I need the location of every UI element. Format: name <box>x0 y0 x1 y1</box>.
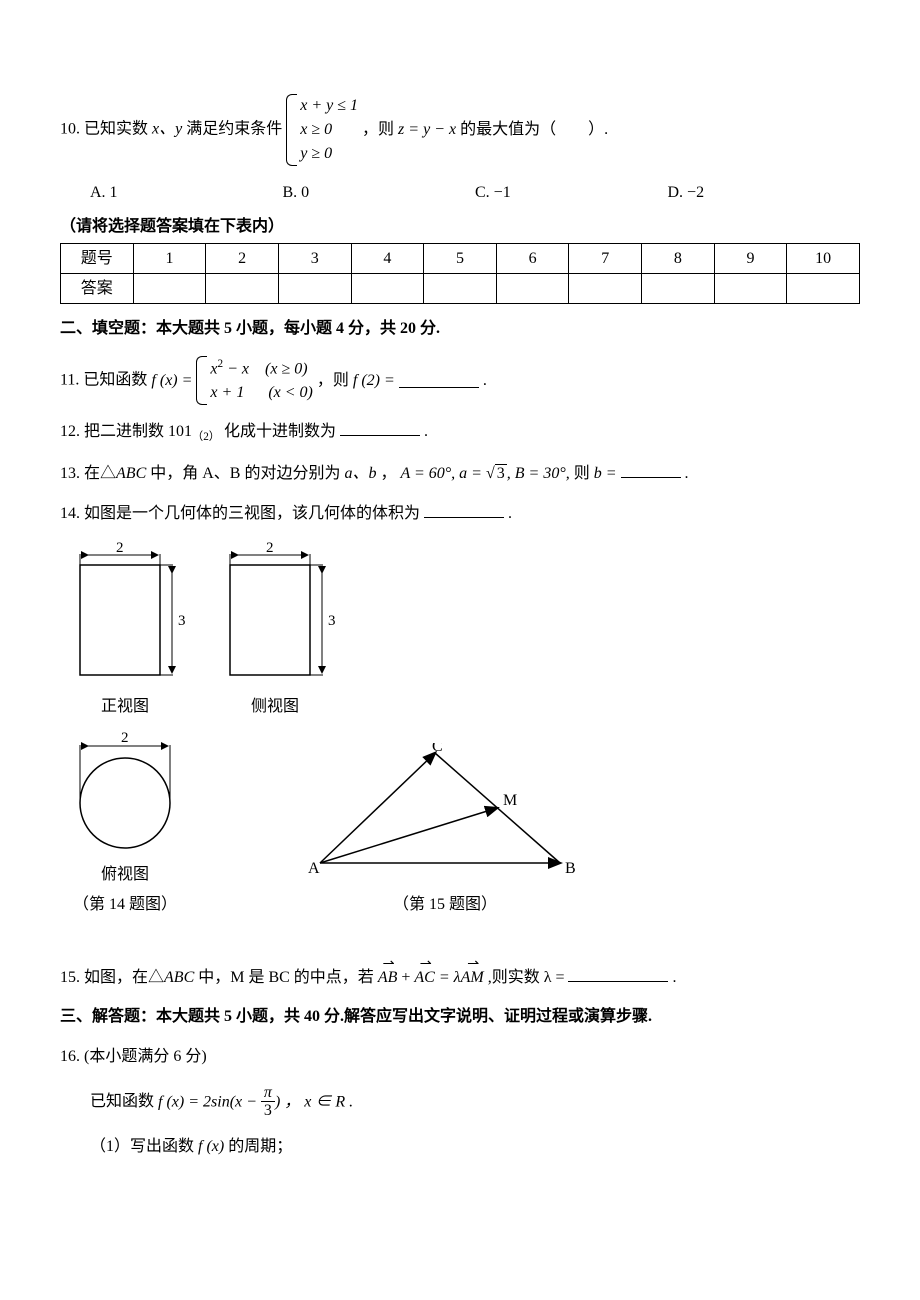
q16-part1: （1）写出函数 f (x) 的周期； <box>90 1134 860 1160</box>
triangle-svg: A B C M <box>300 743 590 888</box>
q14-blank[interactable] <box>424 502 504 518</box>
section-3-title: 三、解答题：本大题共 5 小题，共 40 分.解答应写出文字说明、证明过程或演算… <box>60 1004 860 1030</box>
front-view: 2 3 正视图 <box>60 540 190 720</box>
side-w-label: 2 <box>266 540 274 556</box>
svg-text:C: C <box>432 743 443 755</box>
q10-options: A. 1 B. 0 C. −1 D. −2 <box>90 180 860 206</box>
q13-blank[interactable] <box>621 462 681 478</box>
caption-15: （第 15 题图） <box>300 892 590 918</box>
question-13: 13. 在△ABC 中，角 A、B 的对边分别为 a、b ， A = 60°, … <box>60 461 860 487</box>
section-2-title: 二、填空题：本大题共 5 小题，每小题 4 分，共 20 分. <box>60 316 860 342</box>
side-view: 2 3 侧视图 <box>210 540 340 720</box>
top-view-svg: 2 <box>60 728 190 858</box>
q10-mid1: 满足约束条件 <box>186 121 282 138</box>
q15-num: 15. <box>60 969 80 986</box>
question-15: 15. 如图，在△ABC 中，M 是 BC 的中点，若 AB + AC = λA… <box>60 965 860 991</box>
caption-14: （第 14 题图） <box>60 892 190 918</box>
q10-pre: 已知实数 <box>84 121 148 138</box>
svg-text:B: B <box>565 860 576 877</box>
q10-eq: z = y − x <box>398 121 456 138</box>
q10-vars: x、y <box>152 121 182 138</box>
q11-blank[interactable] <box>399 372 479 388</box>
q11-num: 11. <box>60 371 79 388</box>
top-d-label: 2 <box>121 730 129 746</box>
views-row-1: 2 3 正视图 2 3 侧视图 <box>60 540 860 720</box>
svg-text:M: M <box>503 792 517 809</box>
q10-constraints: x + y ≤ 1 x ≥ 0 y ≥ 0 <box>286 94 358 166</box>
q12-num: 12. <box>60 423 80 440</box>
q11-piecewise: x2 − x (x ≥ 0) x + 1 (x < 0) <box>196 356 312 405</box>
q10-opt-b: B. 0 <box>283 180 476 206</box>
row-header: 答案 <box>61 274 134 304</box>
answer-note: （请将选择题答案填在下表内） <box>60 214 860 240</box>
top-view: 2 俯视图 <box>60 728 190 888</box>
question-16: 16. (本小题满分 6 分) <box>60 1044 860 1070</box>
front-w-label: 2 <box>116 540 124 556</box>
q10-opt-a: A. 1 <box>90 180 283 206</box>
triangle-group: A B C M （第 15 题图） <box>300 743 590 918</box>
q16-num: 16. <box>60 1048 80 1065</box>
q10-mid3: 的最大值为（ ）. <box>460 121 608 138</box>
front-h-label: 3 <box>178 613 186 629</box>
table-row: 答案 <box>61 274 860 304</box>
q14-num: 14. <box>60 505 80 522</box>
row-header: 题号 <box>61 244 134 274</box>
table-row: 题号 1 2 3 4 5 6 7 8 9 10 <box>61 244 860 274</box>
question-12: 12. 把二进制数 101（2） 化成十进制数为 . <box>60 419 860 447</box>
question-11: 11. 已知函数 f (x) = x2 − x (x ≥ 0) x + 1 (x… <box>60 356 860 405</box>
q10-num: 10. <box>60 121 80 138</box>
q15-blank[interactable] <box>568 966 668 982</box>
answer-table: 题号 1 2 3 4 5 6 7 8 9 10 答案 <box>60 243 860 304</box>
question-10: 10. 已知实数 x、y 满足约束条件 x + y ≤ 1 x ≥ 0 y ≥ … <box>60 94 860 166</box>
q13-num: 13. <box>60 465 80 482</box>
left-fig-group: 2 俯视图 （第 14 题图） <box>60 728 190 917</box>
q16-function: 已知函数 f (x) = 2sin(x − π3) ， x ∈ R . <box>90 1084 860 1120</box>
q10-mid2: ，则 <box>362 121 394 138</box>
side-h-label: 3 <box>328 613 336 629</box>
q12-blank[interactable] <box>340 420 420 436</box>
q10-opt-c: C. −1 <box>475 180 668 206</box>
question-14: 14. 如图是一个几何体的三视图，该几何体的体积为 . <box>60 501 860 527</box>
side-view-svg: 2 3 <box>210 540 340 690</box>
svg-text:A: A <box>308 860 320 877</box>
q10-opt-d: D. −2 <box>668 180 861 206</box>
views-row-2: 2 俯视图 （第 14 题图） A B C M （第 15 题图） <box>60 728 860 917</box>
front-view-svg: 2 3 <box>60 540 190 690</box>
